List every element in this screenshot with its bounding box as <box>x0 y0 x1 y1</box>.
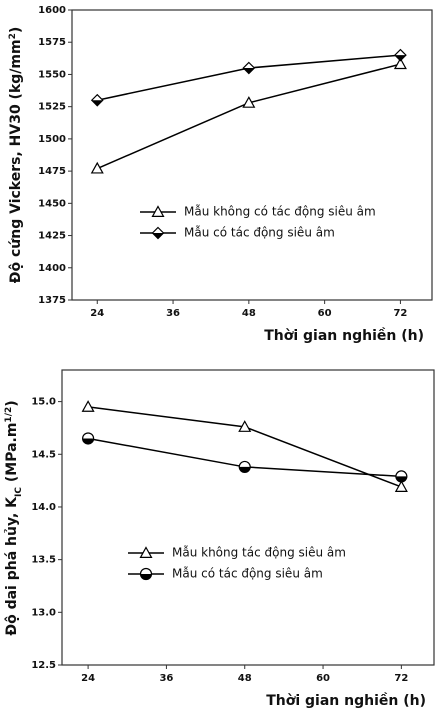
marker-shape <box>393 57 407 70</box>
y-label-part: Độ dai phá hủy, K <box>4 496 20 636</box>
y-label-sub: IC <box>14 487 24 497</box>
legend-label: Mẫu có tác động siêu âm <box>184 226 335 240</box>
marker <box>90 161 104 174</box>
legend-marker <box>139 567 153 581</box>
x-axis-label: Thời gian nghiền (h) <box>264 327 424 344</box>
x-axis-label: Thời gian nghiền (h) <box>266 692 426 709</box>
marker-shape <box>90 161 104 174</box>
y-tick-label: 13.0 <box>31 607 56 618</box>
marker-half <box>239 466 251 473</box>
marker <box>395 470 408 483</box>
y-tick-label: 1575 <box>38 37 66 48</box>
legend-label: Mẫu không có tác động siêu âm <box>184 205 376 219</box>
y-tick-label: 1550 <box>38 69 66 80</box>
marker <box>242 61 256 75</box>
y-axis-label: Độ cứng Vickers, HV30 (kg/mm2) <box>8 27 24 284</box>
y-tick-label: 1475 <box>38 166 66 177</box>
marker <box>242 96 256 108</box>
y-axis-label: Độ dai phá hủy, KIC (MPa.m1/2) <box>4 400 24 635</box>
marker <box>393 57 407 70</box>
y-label-part: Độ cứng Vickers, HV30 (kg/mm <box>8 39 24 283</box>
marker-half <box>140 574 152 580</box>
x-tick-label: 24 <box>90 308 104 319</box>
x-tick-label: 36 <box>159 673 173 684</box>
plot-frame <box>61 369 435 666</box>
y-tick-label: 14.0 <box>31 502 56 513</box>
marker-shape <box>242 96 256 108</box>
marker-shape <box>238 420 252 432</box>
marker <box>394 48 407 62</box>
y-tick-label: 1600 <box>38 5 66 16</box>
legend-marker <box>151 226 165 240</box>
y-label-sup: 1/2 <box>4 407 14 423</box>
marker-half <box>91 100 103 106</box>
marker-shape <box>81 400 95 412</box>
marker <box>238 460 251 474</box>
x-tick-label: 72 <box>394 673 408 684</box>
marker-half <box>394 55 406 61</box>
legend-marker <box>151 205 165 217</box>
x-tick-label: 36 <box>166 308 180 319</box>
x-tick-label: 48 <box>242 308 256 319</box>
marker <box>90 93 104 107</box>
y-tick-label: 14.5 <box>31 449 56 460</box>
x-tick-label: 48 <box>238 673 252 684</box>
plot-frame <box>71 9 433 301</box>
marker <box>238 420 252 432</box>
y-tick-label: 1500 <box>38 134 66 145</box>
marker-half <box>82 438 94 444</box>
marker <box>81 400 95 412</box>
marker-shape <box>151 205 165 217</box>
marker-half <box>243 68 255 74</box>
x-tick-label: 72 <box>393 308 407 319</box>
y-tick-label: 12.5 <box>31 660 56 671</box>
marker-shape <box>139 546 153 558</box>
y-tick-label: 1425 <box>38 231 66 242</box>
series-line <box>96 63 401 170</box>
legend-label: Mẫu có tác động siêu âm <box>172 567 323 581</box>
marker-shape <box>394 480 408 492</box>
marker-half <box>395 476 407 482</box>
y-label-sup: 2 <box>8 33 18 39</box>
y-tick-label: 1450 <box>38 198 66 209</box>
y-tick-label: 1375 <box>38 295 66 306</box>
y-label-part: ) <box>8 27 24 33</box>
y-label-part: (MPa.m <box>4 423 20 487</box>
y-tick-label: 1400 <box>38 263 66 274</box>
x-tick-label: 60 <box>318 308 332 319</box>
y-tick-label: 1525 <box>38 102 66 113</box>
y-tick-label: 15.0 <box>31 397 56 408</box>
marker <box>82 432 95 445</box>
marker <box>394 480 408 492</box>
legend-label: Mẫu không tác động siêu âm <box>172 546 346 560</box>
x-tick-label: 60 <box>316 673 330 684</box>
legend-marker <box>139 546 153 558</box>
x-tick-label: 24 <box>81 673 95 684</box>
marker-half <box>152 233 164 239</box>
y-label-part: ) <box>4 400 20 406</box>
y-tick-label: 13.5 <box>31 555 56 566</box>
